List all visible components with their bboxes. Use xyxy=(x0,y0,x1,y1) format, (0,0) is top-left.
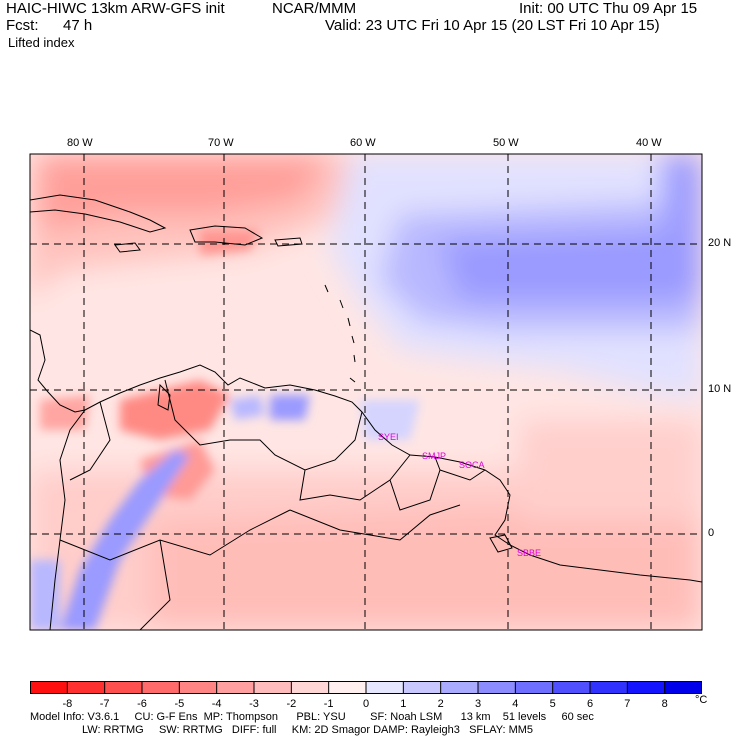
graticule xyxy=(30,154,702,630)
lat-label-10n: 10 N xyxy=(708,383,732,395)
init-time: Init: 00 UTC Thu 09 Apr 15 xyxy=(519,0,698,17)
shaded-field xyxy=(30,154,702,630)
colorbar-swatch xyxy=(627,681,665,693)
station-smjp: SMJP xyxy=(422,451,447,461)
forecast-hour: 47 h xyxy=(63,17,93,34)
model-info-line-1: Model Info: V3.6.1 CU: G-F Ens MP: Thomp… xyxy=(30,711,594,723)
colorbar-tick-label: 5 xyxy=(550,698,556,710)
colorbar-tick-label: 3 xyxy=(475,698,481,710)
colorbar-tick-label: -7 xyxy=(100,698,110,710)
map-frame xyxy=(29,153,703,631)
colorbar-swatch xyxy=(67,681,105,693)
lat-label-0: 0 xyxy=(708,527,715,539)
colorbar-swatch xyxy=(254,681,292,693)
colorbar-tick-label: 1 xyxy=(400,698,406,710)
colorbar-tick-label: -8 xyxy=(62,698,72,710)
colorbar-tick-label: 6 xyxy=(587,698,593,710)
field-name: Lifted index xyxy=(8,35,75,50)
colorbar-swatch xyxy=(552,681,590,693)
lon-label-80w: 80 W xyxy=(67,137,93,149)
colorbar-swatch xyxy=(291,681,329,693)
coastlines xyxy=(30,194,702,630)
colorbar-unit: °C xyxy=(695,694,708,706)
model-title: HAIC-HIWC 13km ARW-GFS init xyxy=(6,0,225,17)
forecast-label: Fcst: xyxy=(6,17,39,34)
colorbar-swatch xyxy=(216,681,254,693)
colorbar-tick-label: -1 xyxy=(324,698,334,710)
lon-label-50w: 50 W xyxy=(493,137,519,149)
valid-time: Valid: 23 UTC Fri 10 Apr 15 (20 LST Fri … xyxy=(325,17,660,34)
lon-label-70w: 70 W xyxy=(208,137,234,149)
colorbar-swatch xyxy=(328,681,366,693)
colorbar-swatch xyxy=(366,681,404,693)
colorbar-tick-label: -3 xyxy=(249,698,259,710)
colorbar-swatch xyxy=(403,681,441,693)
colorbar-swatch xyxy=(664,681,702,693)
colorbar-tick-label: 7 xyxy=(624,698,630,710)
colorbar-swatch xyxy=(440,681,478,693)
colorbar-swatch xyxy=(515,681,553,693)
colorbar-swatch xyxy=(30,681,68,693)
model-info-line-2: LW: RRTMG SW: RRTMG DIFF: full KM: 2D Sm… xyxy=(30,724,534,736)
colorbar-tick-label: 8 xyxy=(662,698,668,710)
colorbar-tick-label: -5 xyxy=(174,698,184,710)
colorbar-tick-label: 4 xyxy=(512,698,518,710)
colorbar-tick-label: -2 xyxy=(286,698,296,710)
colorbar-tick-label: -6 xyxy=(137,698,147,710)
colorbar-tick-label: 2 xyxy=(438,698,444,710)
colorbar-swatch xyxy=(478,681,516,693)
colorbar-swatch xyxy=(142,681,180,693)
colorbar-swatch xyxy=(179,681,217,693)
station-sbbe: SBBE xyxy=(517,548,542,558)
lon-label-40w: 40 W xyxy=(636,137,662,149)
colorbar-tick-label: -4 xyxy=(212,698,222,710)
colorbar-swatch xyxy=(104,681,142,693)
station-soca: SOCA xyxy=(459,460,485,470)
organization: NCAR/MMM xyxy=(272,0,357,17)
lon-label-60w: 60 W xyxy=(350,137,376,149)
colorbar-tick-label: 0 xyxy=(363,698,369,710)
colorbar: -8 -7 -6 -5 -4 -3 -2 -1 0 1 2 3 4 5 6 7 8 xyxy=(30,681,702,710)
station-syei: SYEI xyxy=(378,432,399,442)
lat-label-20n: 20 N xyxy=(708,237,732,249)
colorbar-swatch xyxy=(590,681,628,693)
